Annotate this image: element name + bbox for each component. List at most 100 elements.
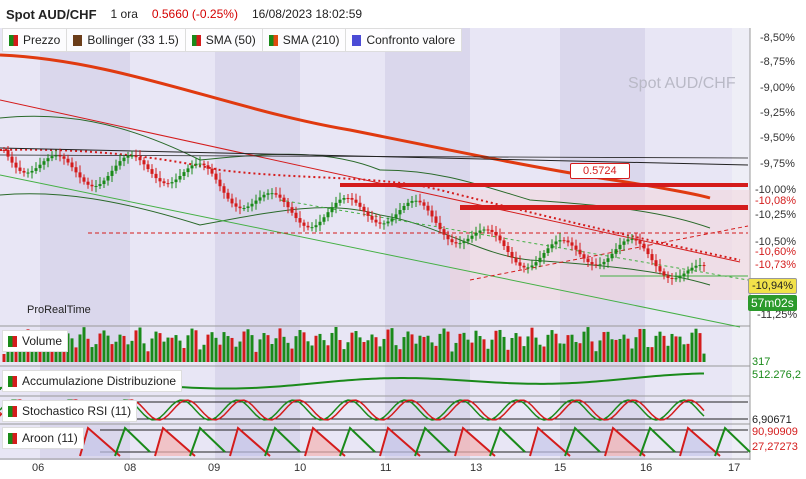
volume-bar xyxy=(438,333,442,362)
candle-body xyxy=(570,242,574,246)
candle-body xyxy=(42,161,46,165)
aroon-panel-label[interactable]: Aroon (11) xyxy=(2,427,84,449)
volume-bar xyxy=(254,351,258,362)
candle-body xyxy=(318,221,322,226)
aroon-down-line xyxy=(304,426,346,457)
candle-body xyxy=(554,241,558,245)
volume-bar xyxy=(478,336,482,362)
ad-color-icon xyxy=(8,375,17,387)
aroon-down-line xyxy=(529,426,571,457)
aroon-up-line xyxy=(489,426,526,457)
volume-bar xyxy=(314,335,318,362)
legend-sma210[interactable]: SMA (210) xyxy=(263,29,347,51)
candle-body xyxy=(410,200,414,203)
volume-bar xyxy=(574,341,578,362)
volume-bar xyxy=(554,333,558,362)
legend-bollinger[interactable]: Bollinger (33 1.5) xyxy=(67,29,186,51)
candle-body xyxy=(206,165,210,169)
volume-bar xyxy=(490,339,494,362)
candle-body xyxy=(494,231,498,236)
volume-bar xyxy=(678,336,682,362)
candle-body xyxy=(142,160,146,165)
volume-bar xyxy=(622,334,626,362)
candle-body xyxy=(162,181,166,184)
candle-body xyxy=(306,225,310,228)
candle-body xyxy=(566,240,570,243)
candle-body xyxy=(214,173,218,180)
candle-body xyxy=(86,181,90,185)
candle-body xyxy=(430,210,434,217)
candle-body xyxy=(118,161,122,166)
volume-bar xyxy=(558,343,562,362)
dashed-trendline xyxy=(279,199,749,281)
candle-body xyxy=(442,229,446,235)
legend-compare[interactable]: Confronto valore xyxy=(346,29,461,51)
candle-body xyxy=(2,150,6,151)
aroon-fill xyxy=(530,428,570,456)
candle-body xyxy=(434,216,438,223)
volume-bar xyxy=(262,333,266,362)
volume-bar xyxy=(482,339,486,362)
volume-bar xyxy=(514,333,518,362)
instrument-name: Spot AUD/CHF xyxy=(6,6,97,22)
session-band xyxy=(130,28,215,460)
candle-body xyxy=(514,257,518,263)
volume-bar xyxy=(202,344,206,362)
volume-bar xyxy=(190,328,194,362)
candle-body xyxy=(158,178,162,182)
volume-bar xyxy=(226,336,230,362)
aroon-down-line xyxy=(454,426,496,457)
volume-panel-label[interactable]: Volume xyxy=(2,330,69,352)
volume-bar xyxy=(382,338,386,362)
volume-bar xyxy=(310,345,314,362)
candle-body xyxy=(534,262,538,266)
trendline xyxy=(0,154,749,159)
candle-body xyxy=(562,240,566,242)
candle-body xyxy=(402,206,406,211)
price-box: 0.5724 xyxy=(570,163,630,179)
indicator-legend: Prezzo Bollinger (33 1.5) SMA (50) SMA (… xyxy=(2,28,463,52)
rsi-panel-label[interactable]: Stochastico RSI (11) xyxy=(2,400,138,422)
candle-body xyxy=(418,200,422,203)
aroon-down-line xyxy=(154,426,196,457)
candle-body xyxy=(406,202,410,207)
volume-bar xyxy=(658,331,662,362)
candle-body xyxy=(230,198,234,204)
volume-bar xyxy=(578,343,582,362)
aroon-down-line xyxy=(229,426,271,457)
volume-bar xyxy=(366,340,370,362)
candle-body xyxy=(674,278,678,280)
candle-body xyxy=(614,249,618,254)
ad-panel-label[interactable]: Accumulazione Distribuzione xyxy=(2,370,183,392)
aroon-up-line xyxy=(714,426,751,457)
volume-bar xyxy=(434,345,438,362)
candle-body xyxy=(286,202,290,208)
candle-body xyxy=(610,253,614,259)
volume-bar xyxy=(174,335,178,362)
aroon-fill xyxy=(80,428,120,456)
axis-label: -11,25% xyxy=(757,309,798,321)
candle-body xyxy=(90,184,94,187)
candle-body xyxy=(466,238,470,242)
volume-bar xyxy=(358,337,362,362)
dashed-trendline xyxy=(469,225,749,281)
volume-bar xyxy=(494,330,498,362)
last-price-tag: -10,94% xyxy=(748,278,797,294)
volume-bar xyxy=(454,342,458,362)
timeframe[interactable]: 1 ora xyxy=(110,7,138,21)
volume-bar xyxy=(442,328,446,362)
volume-bar xyxy=(98,333,102,362)
legend-sma50[interactable]: SMA (50) xyxy=(186,29,263,51)
candle-body xyxy=(258,197,262,201)
legend-price[interactable]: Prezzo xyxy=(3,29,68,51)
aroon-fill xyxy=(455,428,495,456)
candle-body xyxy=(422,202,426,206)
resistance-zone xyxy=(340,183,748,187)
volume-bar xyxy=(122,335,126,362)
candle-body xyxy=(62,156,66,159)
volume-bar xyxy=(654,335,658,362)
aroon-up-line xyxy=(264,426,301,457)
aroon-down-line xyxy=(604,426,646,457)
candle-body xyxy=(386,221,390,224)
